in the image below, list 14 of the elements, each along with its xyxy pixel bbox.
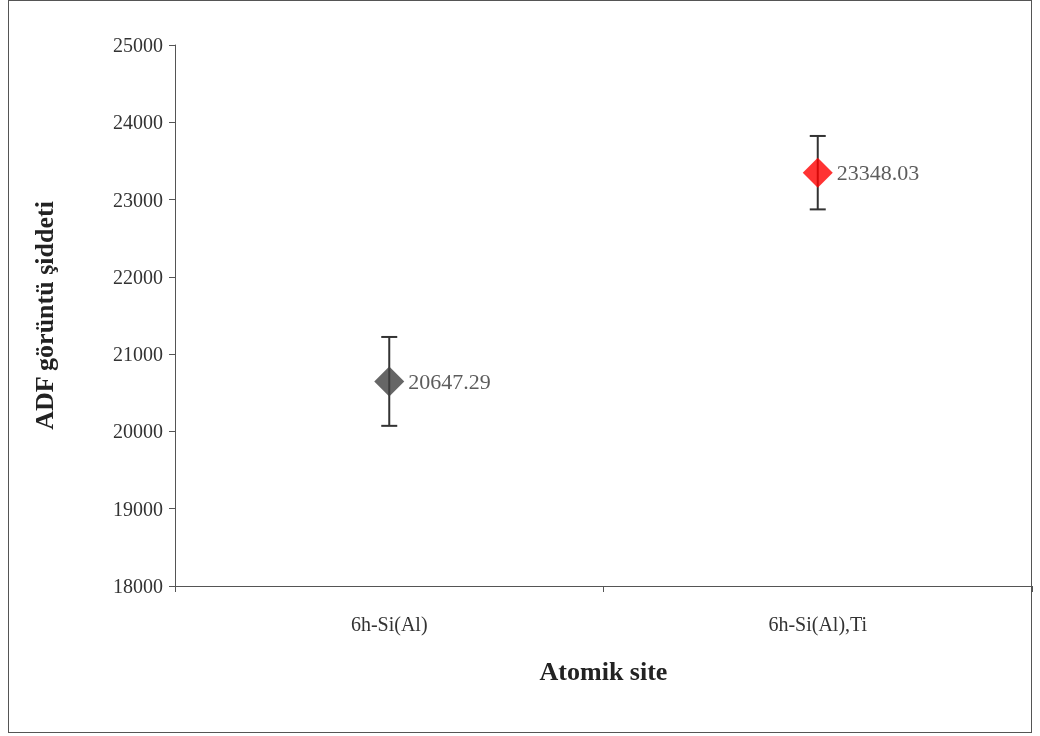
y-tick-label: 25000 [113,34,163,56]
data-label: 23348.03 [836,160,920,186]
y-tick-label: 22000 [113,265,163,288]
y-tick-label: 23000 [113,188,163,211]
y-axis-title: ADF görüntü şiddeti [29,201,59,430]
x-tick-label: 6h-Si(Al) [350,613,428,636]
y-tick-label: 21000 [113,343,163,366]
y-tick-label: 24000 [113,111,163,134]
y-tick-label: 20000 [113,420,163,443]
x-tick-label: 6h-Si(Al),Ti [768,613,868,636]
data-label: 20647.29 [408,368,491,394]
y-tick-label: 18000 [113,575,163,597]
x-axis-title: Atomik site [539,656,668,686]
y-tick-label: 19000 [113,497,163,520]
